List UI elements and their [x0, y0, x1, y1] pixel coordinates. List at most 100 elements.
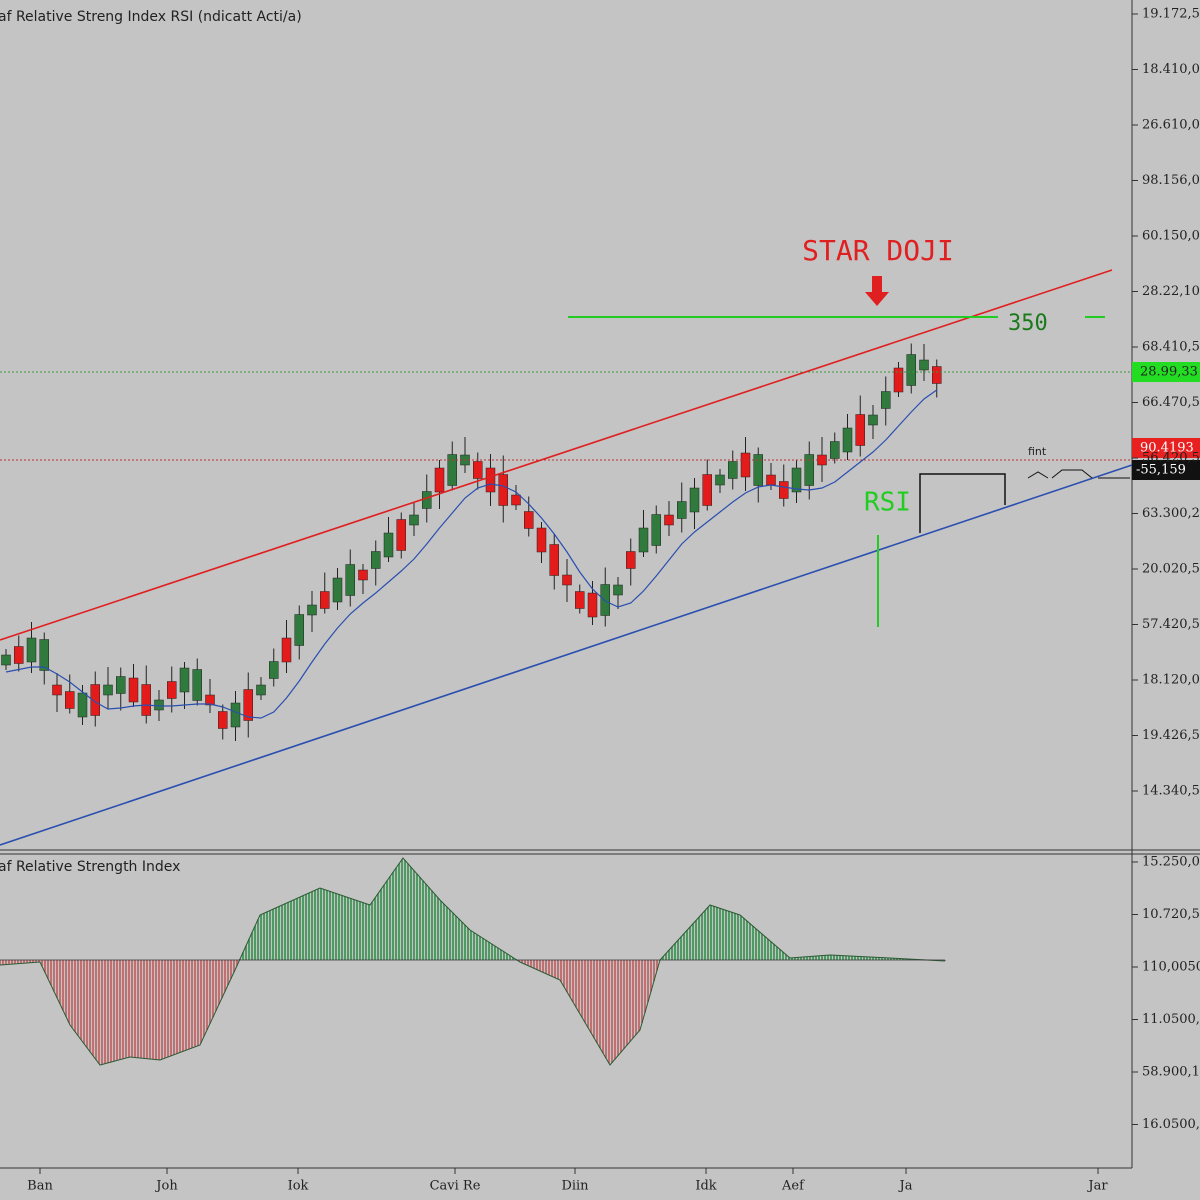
rsi-pane: [0, 857, 946, 1066]
candle-body: [1, 654, 11, 666]
price-badge: [1132, 460, 1200, 480]
candle-body: [600, 584, 610, 616]
candle-body: [116, 676, 126, 694]
candle-body: [371, 551, 381, 569]
time-label: Ban: [27, 1179, 53, 1194]
rsi-axis-label: 58.900,1: [1142, 1065, 1200, 1080]
candle-body: [664, 514, 674, 526]
candle-body: [830, 441, 840, 459]
candle-body: [766, 474, 776, 486]
candle-body: [702, 474, 712, 506]
price-badge: [1132, 362, 1200, 382]
candle-body: [626, 551, 636, 569]
candle-body: [26, 637, 37, 663]
candle-body: [332, 577, 343, 603]
price-label: 19.172,56: [1142, 7, 1200, 22]
candle-body: [294, 614, 304, 646]
candle-body: [638, 527, 649, 553]
price-label: 19.426,55: [1142, 728, 1200, 743]
price-label: 60.150,00: [1142, 229, 1200, 244]
price-label: 68.410,50: [1142, 340, 1200, 355]
candle-body: [689, 487, 700, 513]
candle-body: [434, 467, 445, 493]
rsi-axis-label: 15.250,06: [1142, 855, 1200, 870]
lower-trendline: [0, 464, 1133, 846]
price-label: 14.340,50: [1142, 784, 1200, 799]
candle-body: [842, 427, 853, 453]
upper-trendline: [0, 269, 1113, 641]
candle-body: [192, 669, 202, 701]
candle-body: [422, 491, 432, 509]
time-label: Aef: [781, 1179, 805, 1194]
candle-body: [715, 474, 725, 486]
candle-body: [906, 354, 916, 386]
candle-body: [677, 501, 687, 519]
box-shape: [919, 473, 1006, 533]
candle-body: [230, 702, 241, 728]
price-label: 66.470,55: [1142, 395, 1200, 410]
time-label: Jar: [1086, 1179, 1108, 1194]
candle-body: [562, 574, 572, 586]
candle-body: [791, 467, 802, 493]
time-label: Ja: [898, 1179, 913, 1194]
candle-body: [753, 454, 763, 486]
rsi-axis-label: 16.0500,8: [1142, 1117, 1200, 1132]
candle-body: [396, 519, 406, 551]
candle-body: [14, 646, 24, 664]
candle-body: [52, 684, 62, 696]
rsi-outline: [0, 857, 946, 1066]
candle-body: [932, 366, 942, 384]
time-label: Iok: [288, 1179, 309, 1194]
pane-title: af Relative Strength Index: [0, 859, 180, 875]
rsi-axis-label: 11.0500,8: [1142, 1012, 1200, 1027]
candle-body: [167, 681, 177, 699]
candle-body: [269, 661, 279, 679]
candle-body: [575, 591, 585, 609]
candle-body: [320, 591, 330, 609]
candle-body: [587, 592, 598, 618]
price-label: 28.22,105: [1142, 284, 1200, 299]
candle-body: [154, 699, 164, 711]
candle-body: [179, 667, 190, 693]
candle-body: [868, 414, 878, 426]
candle-body: [919, 359, 929, 371]
price-label: 63.300,2: [1142, 506, 1200, 521]
annotation: RSI: [864, 488, 911, 518]
price-pane: [1, 343, 942, 741]
sketch-line: [1027, 469, 1130, 479]
candle-body: [358, 569, 368, 581]
candle-body: [383, 532, 394, 558]
moving-average: [5, 389, 938, 719]
candle-body: [447, 454, 457, 486]
candle-body: [243, 689, 253, 721]
candle-body: [485, 467, 496, 493]
price-badge: [1132, 438, 1200, 458]
time-label: Cavi Re: [430, 1179, 481, 1194]
candle-body: [473, 461, 483, 479]
candle-body: [651, 514, 661, 546]
candle-body: [740, 452, 751, 478]
candle-body: [77, 692, 88, 718]
time-label: Joh: [154, 1179, 178, 1194]
price-label: 18.410,00: [1142, 62, 1200, 77]
badge-label: 90.4193: [1140, 441, 1194, 456]
badge-label: 28.99,33: [1140, 365, 1198, 380]
candle-body: [728, 461, 738, 479]
candle-body: [498, 474, 508, 506]
arrow: [865, 276, 889, 306]
candle-body: [881, 391, 891, 409]
price-label: 56.420,50: [1142, 451, 1200, 466]
candle-body: [90, 684, 100, 716]
candle-body: [128, 677, 139, 703]
time-label: Idk: [695, 1179, 716, 1194]
candle-body: [218, 711, 228, 729]
candle-body: [345, 564, 355, 596]
rsi-axis-label: 110,0050: [1142, 960, 1200, 975]
time-label: Diin: [561, 1179, 589, 1194]
candle-body: [536, 527, 547, 553]
rsi-axis-label: 10.720,55: [1142, 907, 1200, 922]
candle-body: [39, 639, 49, 671]
candle-body: [141, 684, 151, 716]
annotation: fint: [1028, 445, 1047, 458]
